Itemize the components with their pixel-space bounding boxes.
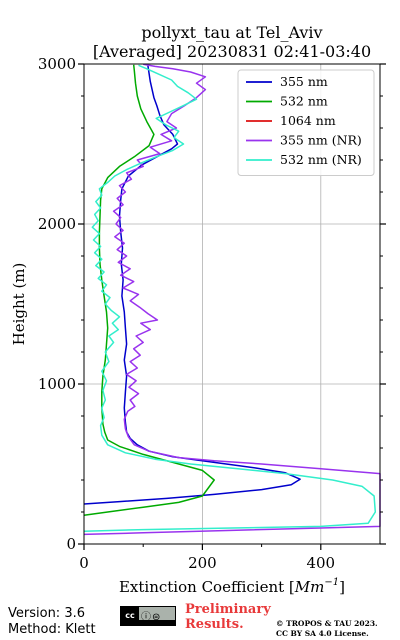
series-line-0 xyxy=(83,65,301,505)
y-tick-label-1: 1000 xyxy=(38,375,76,393)
method-text: Method: Klett xyxy=(8,622,96,637)
cc-by-sa-icon: ⓘ⊜ xyxy=(141,612,162,623)
preliminary-line2: Results. xyxy=(185,617,244,632)
chart-title-line1: pollyxt_tau at Tel_Aviv xyxy=(141,23,322,42)
legend: 355 nm 532 nm 1064 nm 355 nm (NR) 532 nm (NR… xyxy=(237,69,375,176)
x-tick-label-2: 400 xyxy=(306,554,335,572)
x-tick-label-1: 200 xyxy=(188,554,217,572)
x-axis-label: Extinction Coefficient [Mm−1] xyxy=(119,577,345,596)
copyright-notice: © TROPOS & TAU 2023. CC BY SA 4.0 Licens… xyxy=(276,619,378,639)
series-layer xyxy=(83,63,381,536)
cc-logo-icon: cc xyxy=(121,607,139,625)
x-axis-label-suffix: ] xyxy=(339,578,345,596)
copyright-line1: © TROPOS & TAU 2023. xyxy=(276,619,378,628)
y-tick-label-3: 3000 xyxy=(38,55,76,73)
series-line-1 xyxy=(83,64,215,516)
legend-box xyxy=(237,69,375,176)
x-axis-label-exp: −1 xyxy=(324,577,339,588)
tick-layer: 0 200 400 0 1000 2000 3000 xyxy=(38,55,386,572)
plot-frame xyxy=(83,63,381,545)
y-axis-label: Height (m) xyxy=(10,263,28,346)
version-text: Version: 3.6 xyxy=(8,606,85,621)
extinction-chart: pollyxt_tau at Tel_Aviv [Averaged] 20230… xyxy=(10,23,386,596)
legend-label-1: 532 nm xyxy=(280,94,328,109)
legend-label-4: 532 nm (NR) xyxy=(280,152,362,167)
cc-license-badge: cc ⓘ⊜ xyxy=(120,606,176,626)
x-tick-label-0: 0 xyxy=(79,554,89,572)
y-tick-label-2: 2000 xyxy=(38,215,76,233)
series-line-3 xyxy=(83,63,381,536)
cc-strip xyxy=(139,620,175,625)
preliminary-notice: Preliminary Results. xyxy=(185,602,271,632)
x-axis-label-prefix: Extinction Coefficient [ xyxy=(119,578,295,596)
legend-label-0: 355 nm xyxy=(280,74,328,89)
series-line-4 xyxy=(83,64,377,532)
chart-title-line2: [Averaged] 20230831 02:41-03:40 xyxy=(93,42,371,61)
copyright-line2: CC BY SA 4.0 License. xyxy=(276,629,369,638)
legend-label-2: 1064 nm xyxy=(280,113,336,128)
preliminary-line1: Preliminary xyxy=(185,602,271,617)
footer-info: Version: 3.6 Method: Klett xyxy=(8,606,96,638)
x-axis-label-unit: Mm xyxy=(294,578,325,596)
y-tick-label-0: 0 xyxy=(66,535,76,553)
legend-label-3: 355 nm (NR) xyxy=(280,133,362,148)
